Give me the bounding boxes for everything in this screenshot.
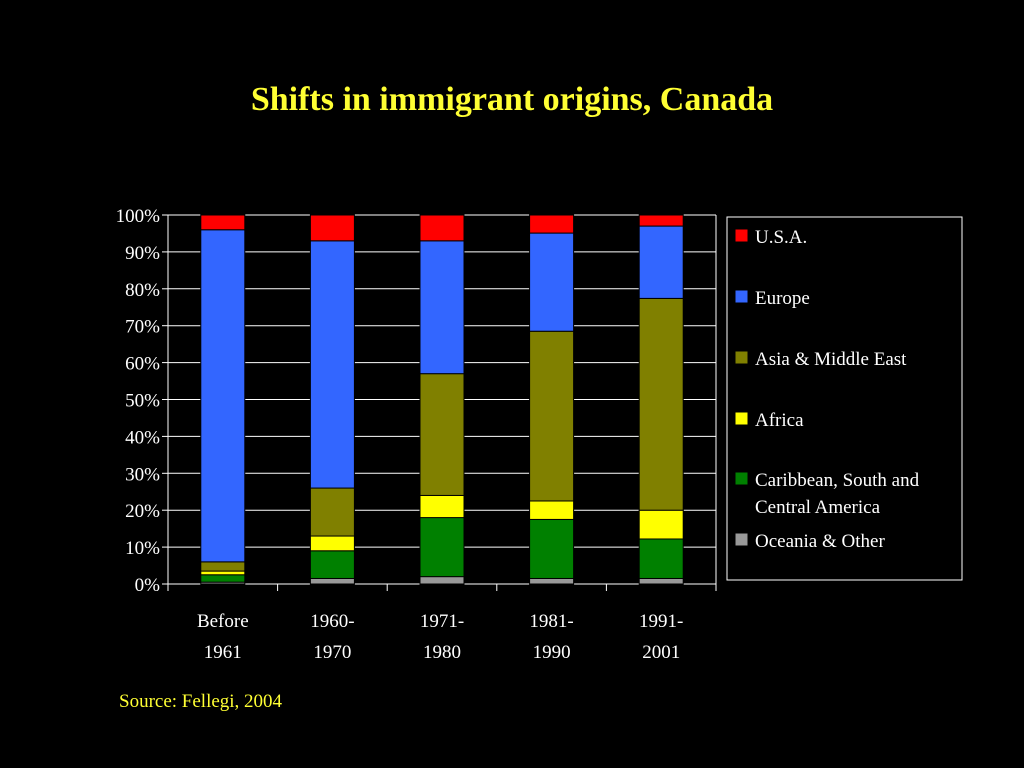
bar-segment-europe: [309, 240, 355, 489]
bar-segment-caribbean-south-and-central-america: [419, 517, 465, 578]
legend-label: Europe: [755, 288, 810, 309]
x-tick-label: 1960-: [310, 611, 354, 632]
x-tick-label: Before: [197, 611, 249, 632]
legend-label: Asia & Middle East: [755, 349, 907, 370]
legend-swatch: [734, 532, 749, 547]
bar-segment-africa: [638, 509, 684, 540]
x-tick-label: 1981-: [529, 611, 573, 632]
bar-segment-asia-middle-east: [419, 373, 465, 496]
bar-segment-asia-middle-east: [309, 487, 355, 537]
bar-segment-u-s-a: [529, 214, 575, 234]
legend-label: Oceania & Other: [755, 531, 885, 552]
bar-segment-asia-middle-east: [529, 330, 575, 502]
legend-swatch: [734, 471, 749, 486]
bar-segment-oceania-other: [419, 576, 465, 585]
chart-title: Shifts in immigrant origins, Canada: [251, 81, 773, 118]
bar-segment-europe: [200, 229, 246, 563]
bar-segment-oceania-other: [309, 577, 355, 585]
legend-box: [726, 216, 963, 581]
bar-segment-europe: [638, 225, 684, 299]
bar-segment-oceania-other: [638, 577, 684, 585]
legend-label: Caribbean, South and: [755, 470, 920, 491]
legend-swatch: [734, 350, 749, 365]
legend-label: Central America: [755, 497, 881, 518]
bar-segment-u-s-a: [309, 214, 355, 242]
bar-segment-u-s-a: [419, 214, 465, 242]
y-tick-label: 70%: [125, 317, 160, 338]
bar-segment-europe: [419, 240, 465, 375]
y-tick-label: 80%: [125, 280, 160, 301]
y-tick-label: 0%: [135, 575, 161, 596]
bar-segment-africa: [200, 570, 246, 576]
bar-segment-caribbean-south-and-central-america: [638, 538, 684, 579]
x-tick-label: 1980: [423, 642, 461, 663]
bar-segment-caribbean-south-and-central-america: [309, 550, 355, 579]
bar-segment-caribbean-south-and-central-america: [529, 518, 575, 579]
y-tick-label: 100%: [116, 206, 161, 227]
plot-area: 0% 10% 20% 30% 40% 50% 60% 70% 80% 90% 100% Before 1…: [116, 206, 717, 663]
bar-segment-africa: [419, 494, 465, 519]
y-tick-label: 40%: [125, 427, 160, 448]
bar-segment-oceania-other: [529, 577, 575, 585]
bar-segment-asia-middle-east: [200, 561, 246, 572]
bar-segment-africa: [309, 535, 355, 552]
x-tick-label: 1970: [313, 642, 351, 663]
legend-label: Africa: [755, 410, 804, 431]
y-tick-label: 20%: [125, 501, 160, 522]
x-tick-label: 1990: [533, 642, 571, 663]
y-tick-label: 30%: [125, 464, 160, 485]
bar-segment-u-s-a: [638, 214, 684, 227]
legend-swatch: [734, 411, 749, 426]
x-tick-label: 1961: [204, 642, 242, 663]
x-tick-label: 1991-: [639, 611, 683, 632]
y-tick-label: 50%: [125, 391, 160, 412]
bar-segment-africa: [529, 500, 575, 520]
legend-swatch: [734, 228, 749, 243]
legend-label: U.S.A.: [755, 227, 807, 248]
legend: U.S.A. Europe Asia & Middle East Africa Cari…: [726, 216, 963, 581]
legend-swatch: [734, 289, 749, 304]
bar-segment-asia-middle-east: [638, 297, 684, 511]
bar-segment-caribbean-south-and-central-america: [200, 574, 246, 583]
bar-segment-europe: [529, 232, 575, 332]
bar-segment-u-s-a: [200, 214, 246, 231]
y-tick-label: 60%: [125, 354, 160, 375]
y-tick-label: 10%: [125, 538, 160, 559]
x-tick-label: 2001: [642, 642, 680, 663]
source-note: Source: Fellegi, 2004: [119, 691, 283, 712]
y-tick-label: 90%: [125, 243, 160, 264]
x-tick-label: 1971-: [420, 611, 464, 632]
